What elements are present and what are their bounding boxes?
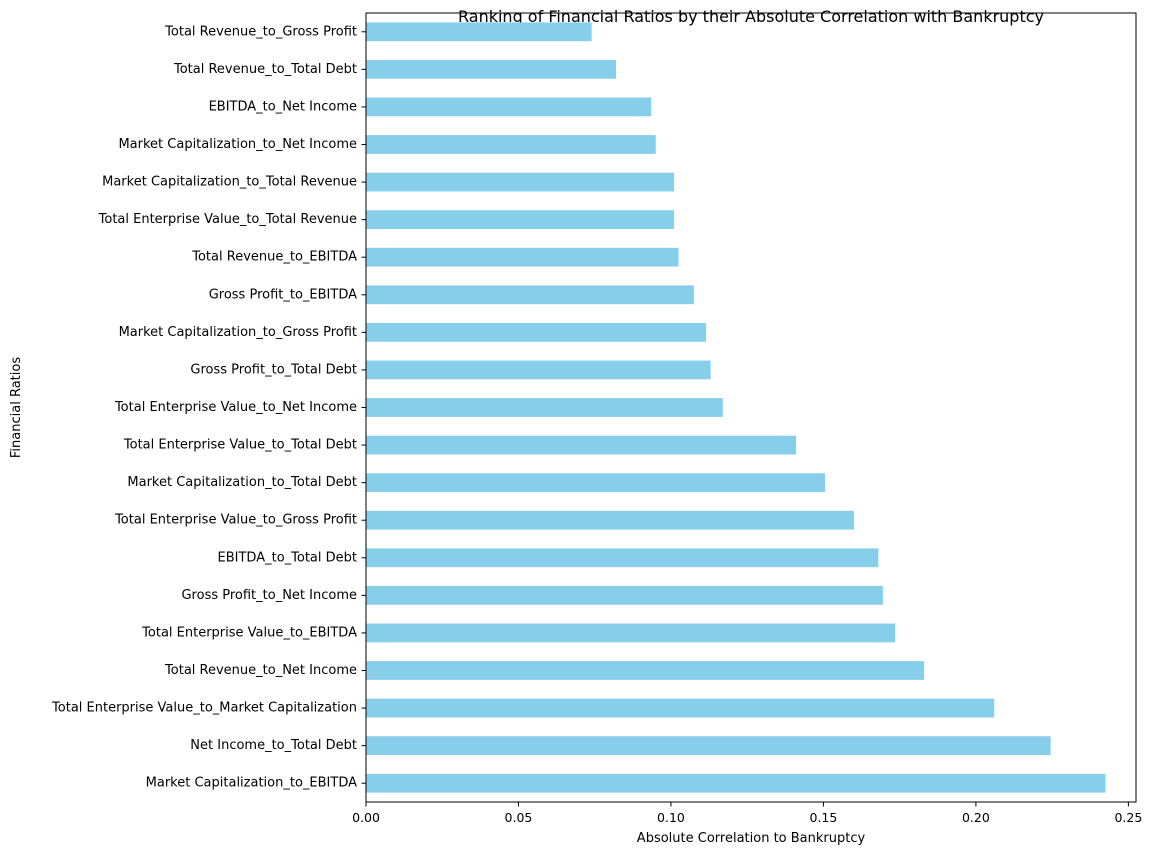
bar [366,661,925,680]
bar [366,510,854,530]
bar [366,285,694,305]
bar [366,473,825,493]
y-tick-label: Total Enterprise Value_to_EBITDA [141,625,357,640]
bar [366,172,674,192]
plot-frame [365,12,1137,803]
y-tick-label: Total Enterprise Value_to_Gross Profit [114,513,357,528]
y-tick-label: Total Revenue_to_Total Debt [173,62,357,77]
y-tick-label: EBITDA_to_Total Debt [218,550,357,565]
bar [366,59,617,79]
chart-title: Ranking of Financial Ratios by their Abs… [458,7,1044,26]
bar [366,623,896,643]
bar [366,548,879,568]
x-axis-ticks: 0.00 0.05 0.10 0.15 0.20 0.25 [352,802,1142,825]
x-tick-label: 0.05 [505,810,533,825]
bar [366,360,711,380]
y-tick-label: Gross Profit_to_Total Debt [190,362,357,377]
y-tick-label: Total Enterprise Value_to_Market Capital… [51,701,357,716]
y-tick-label: Total Revenue_to_EBITDA [191,250,357,265]
bar [366,736,1051,756]
bar [366,22,592,42]
bar [366,247,679,267]
y-tick-label: Total Revenue_to_Gross Profit [164,24,357,39]
y-tick-label: Market Capitalization_to_EBITDA [146,776,357,791]
x-tick-label: 0.25 [1114,810,1142,825]
bar [366,97,652,117]
y-tick-label: Market Capitalization_to_Gross Profit [119,325,357,340]
x-tick-label: 0.15 [810,810,838,825]
y-axis-ticks: Total Revenue_to_Gross Profit Total Reven… [51,24,366,791]
bar [366,585,883,605]
bars-group [366,22,1106,793]
y-tick-label: Total Enterprise Value_to_Total Revenue [98,212,357,227]
bar [366,435,796,455]
bar [366,773,1106,793]
y-tick-label: Total Enterprise Value_to_Net Income [114,400,357,415]
x-tick-label: 0.00 [352,810,380,825]
bar [366,322,707,342]
y-tick-label: Gross Profit_to_EBITDA [209,287,357,302]
bar [366,398,723,417]
y-tick-label: Net Income_to_Total Debt [190,738,357,753]
x-tick-label: 0.20 [962,810,990,825]
y-tick-label: Market Capitalization_to_Net Income [118,137,357,152]
bar [366,698,995,718]
y-tick-label: EBITDA_to_Net Income [209,99,357,114]
y-tick-label: Total Enterprise Value_to_Total Debt [123,438,357,453]
y-axis-label: Financial Ratios [9,357,24,458]
bar [366,135,656,154]
x-tick-label: 0.10 [657,810,685,825]
y-tick-label: Total Revenue_to_Net Income [164,663,357,678]
y-tick-label: Market Capitalization_to_Total Revenue [102,175,357,190]
x-axis-label: Absolute Correlation to Bankruptcy [637,831,866,846]
bar [366,210,674,230]
y-tick-label: Market Capitalization_to_Total Debt [127,475,357,490]
y-tick-label: Gross Profit_to_Net Income [181,588,357,603]
